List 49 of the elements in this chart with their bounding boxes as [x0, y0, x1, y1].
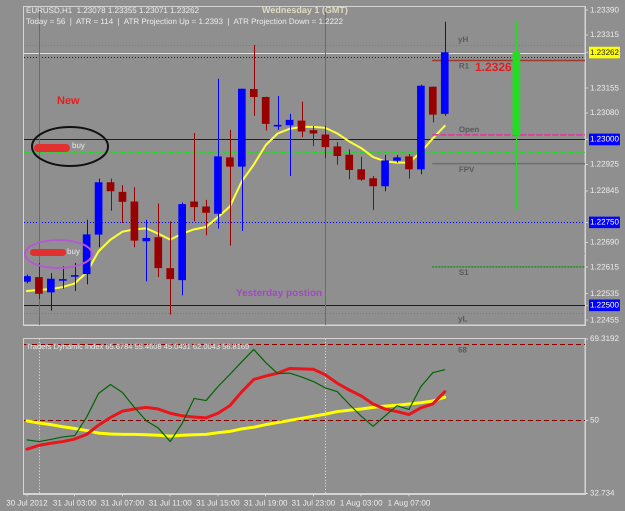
candlestick [70, 262, 79, 292]
annotation: buy [67, 247, 80, 257]
y-tick-label: 1.23080 [590, 108, 620, 118]
x-tick-label: 30 Jul 2012 [6, 498, 48, 508]
candlestick [35, 262, 43, 300]
x-tick-label: 31 Jul 11:00 [148, 498, 192, 508]
candlestick [190, 132, 198, 222]
candlestick [333, 142, 342, 166]
y-tick-label: 1.23155 [590, 83, 620, 92]
y-tick-label: 1.22750 [590, 218, 620, 227]
y-tick-label: 1.22535 [590, 288, 620, 298]
candlestick [405, 154, 413, 180]
y-tick-label: 1.23390 [590, 5, 620, 14]
candlestick [357, 156, 366, 182]
annotation: Yesterday postion [236, 288, 322, 299]
candlestick [226, 129, 234, 246]
y-tick-label: 1.23000 [590, 134, 620, 144]
candlestick [298, 101, 306, 138]
y-tick-label: 1.23262 [590, 48, 620, 57]
y-tick-label: 69.3192 [590, 334, 620, 344]
x-tick-label: 31 Jul 03:00 [52, 498, 98, 508]
annotation: New [57, 95, 80, 108]
x-tick-label: 31 Jul 07:00 [100, 498, 145, 508]
y-tick-label: 1.22455 [590, 315, 620, 324]
y-tick-label: 1.22500 [590, 300, 620, 310]
x-tick-label: 1 Aug 07:00 [388, 498, 431, 508]
y-tick-label: 1.23315 [590, 30, 620, 40]
y-tick-label: 50 [590, 416, 600, 425]
candlestick [106, 178, 114, 212]
x-tick-label: 31 Jul 15:00 [196, 498, 240, 508]
candlestick [58, 266, 67, 290]
y-tick-label: 1.22845 [590, 186, 620, 196]
y-tick-label: 1.22925 [590, 160, 620, 169]
candlestick [345, 148, 354, 180]
y-tick-label: 1.22690 [590, 237, 620, 246]
annotation: 1.2326 [475, 60, 512, 74]
candlestick [202, 199, 210, 236]
annotation: buy [72, 141, 85, 151]
candlestick [166, 220, 174, 316]
candlestick [310, 125, 318, 147]
candlestick [322, 125, 330, 159]
x-tick-label: 31 Jul 23:00 [292, 498, 336, 508]
x-tick-label: 31 Jul 19:00 [244, 498, 288, 508]
candlestick [250, 44, 258, 116]
candlestick [369, 175, 377, 211]
candlestick [118, 184, 126, 224]
y-tick-label: 1.22615 [590, 262, 620, 272]
x-tick-label: 1 Aug 03:00 [340, 498, 384, 508]
y-tick-label: 32.734 [590, 488, 616, 498]
